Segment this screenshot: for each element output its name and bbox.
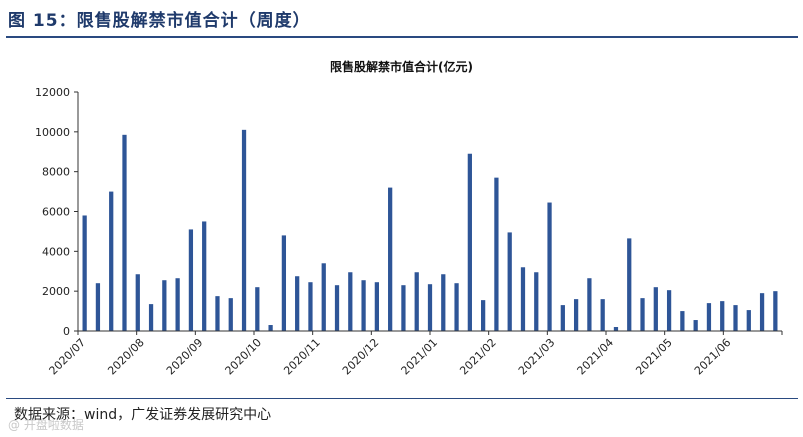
bar xyxy=(241,129,247,331)
bar xyxy=(494,177,499,331)
bar xyxy=(308,282,313,331)
bar xyxy=(348,272,353,331)
y-tick-label: 8000 xyxy=(42,166,70,179)
bar xyxy=(135,274,140,331)
bar xyxy=(321,263,326,331)
bar xyxy=(441,274,446,331)
watermark: @ 开盘啦数据 xyxy=(8,418,84,432)
bar xyxy=(600,299,605,331)
bar xyxy=(122,134,127,331)
source-note: 数据来源：wind，广发证券发展研究中心 xyxy=(14,407,272,423)
bar xyxy=(427,284,433,331)
bar xyxy=(534,272,539,331)
bar xyxy=(454,283,459,331)
y-tick-label: 4000 xyxy=(42,245,70,258)
bar xyxy=(746,310,751,331)
bar xyxy=(374,282,379,331)
bar xyxy=(401,285,406,331)
bar xyxy=(653,287,658,331)
bar xyxy=(666,290,672,331)
bar xyxy=(573,299,579,331)
bar xyxy=(773,291,778,331)
bar xyxy=(188,229,194,331)
figure-title: 图 15：限售股解禁市值合计（周度） xyxy=(8,11,311,31)
bar-series xyxy=(82,129,778,331)
x-tick-label: 2021/06 xyxy=(692,336,734,378)
bar xyxy=(520,267,526,331)
y-tick-label: 2000 xyxy=(42,285,70,298)
bar xyxy=(481,300,486,331)
bar xyxy=(388,187,393,331)
x-tick-label: 2020/12 xyxy=(340,336,382,378)
x-tick-label: 2021/05 xyxy=(633,336,675,378)
x-tick-label: 2021/03 xyxy=(516,336,558,378)
bar xyxy=(361,280,366,331)
x-axis: 2020/07 2020/08 2020/09 2020/10 2020/11 2020/… xyxy=(47,330,783,378)
bar xyxy=(560,305,565,331)
bar xyxy=(82,215,87,331)
y-tick-label: 6000 xyxy=(42,206,70,219)
x-tick-label: 2021/04 xyxy=(575,336,617,378)
y-tick-label: 0 xyxy=(63,325,70,338)
bottom-rule xyxy=(6,398,798,399)
bar xyxy=(680,311,685,331)
bar xyxy=(162,280,167,331)
x-tick-label: 2021/01 xyxy=(399,336,441,378)
bar xyxy=(759,293,765,331)
x-tick-label: 2020/07 xyxy=(47,336,89,378)
bar xyxy=(268,325,273,331)
bar xyxy=(202,221,207,331)
bar xyxy=(334,285,340,331)
x-tick-label: 2020/09 xyxy=(164,336,206,378)
x-tick-label: 2020/08 xyxy=(105,336,147,378)
x-tick-label: 2020/10 xyxy=(223,336,265,378)
bar xyxy=(228,298,233,331)
bar xyxy=(507,232,512,331)
bar xyxy=(706,303,712,331)
bar xyxy=(693,320,698,331)
bar xyxy=(255,287,260,331)
bar xyxy=(733,305,738,331)
bar xyxy=(95,283,101,331)
bar xyxy=(215,296,220,331)
chart-title: 限售股解禁市值合计(亿元) xyxy=(330,60,473,74)
x-tick-label: 2020/11 xyxy=(281,336,323,378)
bar xyxy=(109,191,114,331)
bar xyxy=(295,276,300,331)
bar xyxy=(175,278,180,331)
bar xyxy=(547,202,552,331)
bar xyxy=(281,235,287,331)
bar xyxy=(148,304,154,331)
bar xyxy=(627,238,632,331)
bar xyxy=(414,272,419,331)
bar xyxy=(467,153,472,331)
bar xyxy=(587,278,592,331)
top-rule xyxy=(6,36,798,38)
bar xyxy=(640,298,645,331)
y-tick-label: 10000 xyxy=(35,126,70,139)
y-tick-label: 12000 xyxy=(35,86,70,99)
x-tick-label: 2021/02 xyxy=(457,336,499,378)
bar xyxy=(720,301,725,331)
bar xyxy=(613,327,619,331)
y-axis: 0 2000 4000 6000 8000 10000 12000 xyxy=(35,86,79,338)
